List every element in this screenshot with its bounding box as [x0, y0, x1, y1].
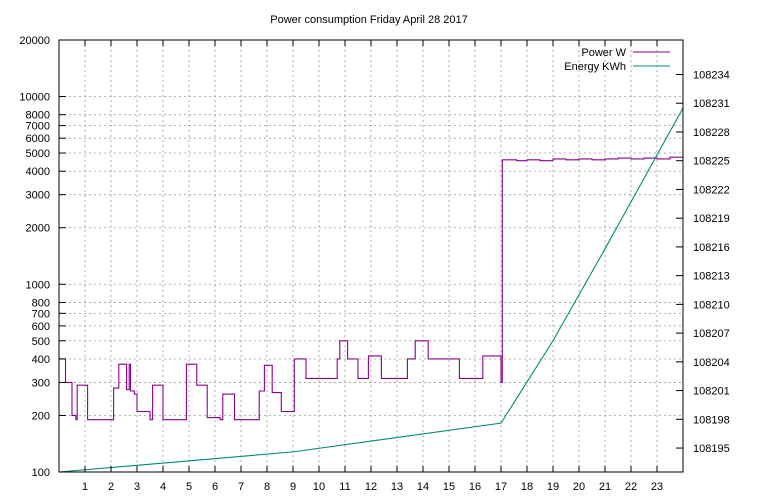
y-right-tick-label: 108195 [693, 443, 730, 455]
x-tick-label: 20 [573, 481, 585, 493]
chart-title: Power consumption Friday April 28 2017 [270, 14, 468, 26]
x-tick-label: 15 [443, 481, 455, 493]
y-right-tick-label: 108234 [693, 69, 730, 81]
y-right-tick-label: 108222 [693, 184, 730, 196]
y-left-tick-label: 400 [32, 354, 50, 366]
x-tick-label: 18 [521, 481, 533, 493]
y-left-tick-label: 2000 [26, 223, 50, 235]
y-left-tick-label: 1000 [26, 279, 50, 291]
y-left-tick-label: 300 [32, 377, 50, 389]
x-tick-label: 7 [238, 481, 244, 493]
bottom-axis-labels: 1 2 3 4 5 6 7 8 9 10 11 12 13 14 15 16 17 18 19 20 21 22 23 [82, 481, 663, 493]
y-left-tick-label: 200 [32, 410, 50, 422]
x-tick-label: 16 [469, 481, 481, 493]
y-right-tick-label: 108201 [693, 386, 730, 398]
x-tick-label: 8 [264, 481, 270, 493]
x-tick-label: 21 [599, 481, 611, 493]
y-left-tick-label: 4000 [26, 166, 50, 178]
x-tick-label: 12 [365, 481, 377, 493]
series-line-2 [58, 107, 684, 473]
right-axis-labels: 108195 108198 108201 108204 108207 108210 1082… [693, 69, 730, 455]
grid [59, 40, 683, 472]
x-tick-label: 6 [212, 481, 218, 493]
y-right-tick-label: 108213 [693, 271, 730, 283]
x-tick-label: 5 [186, 481, 192, 493]
x-tick-label: 2 [108, 481, 114, 493]
x-tick-label: 9 [290, 481, 296, 493]
y-left-tick-label: 8000 [26, 110, 50, 122]
x-tick-label: 1 [82, 481, 88, 493]
y-right-tick-label: 108231 [693, 98, 730, 110]
y-left-tick-label: 3000 [26, 190, 50, 202]
y-left-tick-label: 500 [32, 336, 50, 348]
x-tick-label: 22 [625, 481, 637, 493]
legend-label: Energy KWh [564, 61, 626, 73]
legend: Power W Energy KWh [564, 47, 670, 73]
y-right-tick-label: 108216 [693, 242, 730, 254]
legend-label: Power W [581, 47, 626, 59]
y-right-tick-label: 108225 [693, 156, 730, 168]
y-right-tick-label: 108198 [693, 414, 730, 426]
y-left-tick-label: 6000 [26, 133, 50, 145]
x-tick-label: 3 [134, 481, 140, 493]
x-tick-label: 4 [160, 481, 166, 493]
x-tick-label: 14 [417, 481, 429, 493]
series-line-1 [59, 156, 683, 421]
x-tick-label: 19 [547, 481, 559, 493]
y-left-tick-label: 20000 [19, 35, 50, 47]
x-tick-label: 11 [339, 481, 350, 493]
x-tick-label: 17 [495, 481, 507, 493]
x-tick-label: 13 [391, 481, 403, 493]
y-left-tick-label: 700 [32, 308, 50, 320]
series-layer [58, 107, 684, 473]
tick-marks [59, 39, 683, 473]
y-left-tick-label: 600 [32, 321, 50, 333]
y-right-tick-label: 108210 [693, 299, 730, 311]
y-left-tick-label: 5000 [26, 148, 50, 160]
y-right-tick-label: 108204 [693, 357, 730, 369]
y-left-tick-label: 10000 [19, 92, 50, 104]
y-left-tick-label: 100 [32, 467, 50, 479]
y-right-tick-label: 108207 [693, 328, 730, 340]
x-tick-label: 10 [313, 481, 325, 493]
y-left-tick-label: 800 [32, 297, 50, 309]
y-left-tick-label: 7000 [26, 121, 50, 133]
x-tick-label: 23 [651, 481, 663, 493]
y-right-tick-label: 108228 [693, 127, 730, 139]
y-right-tick-label: 108219 [693, 213, 730, 225]
